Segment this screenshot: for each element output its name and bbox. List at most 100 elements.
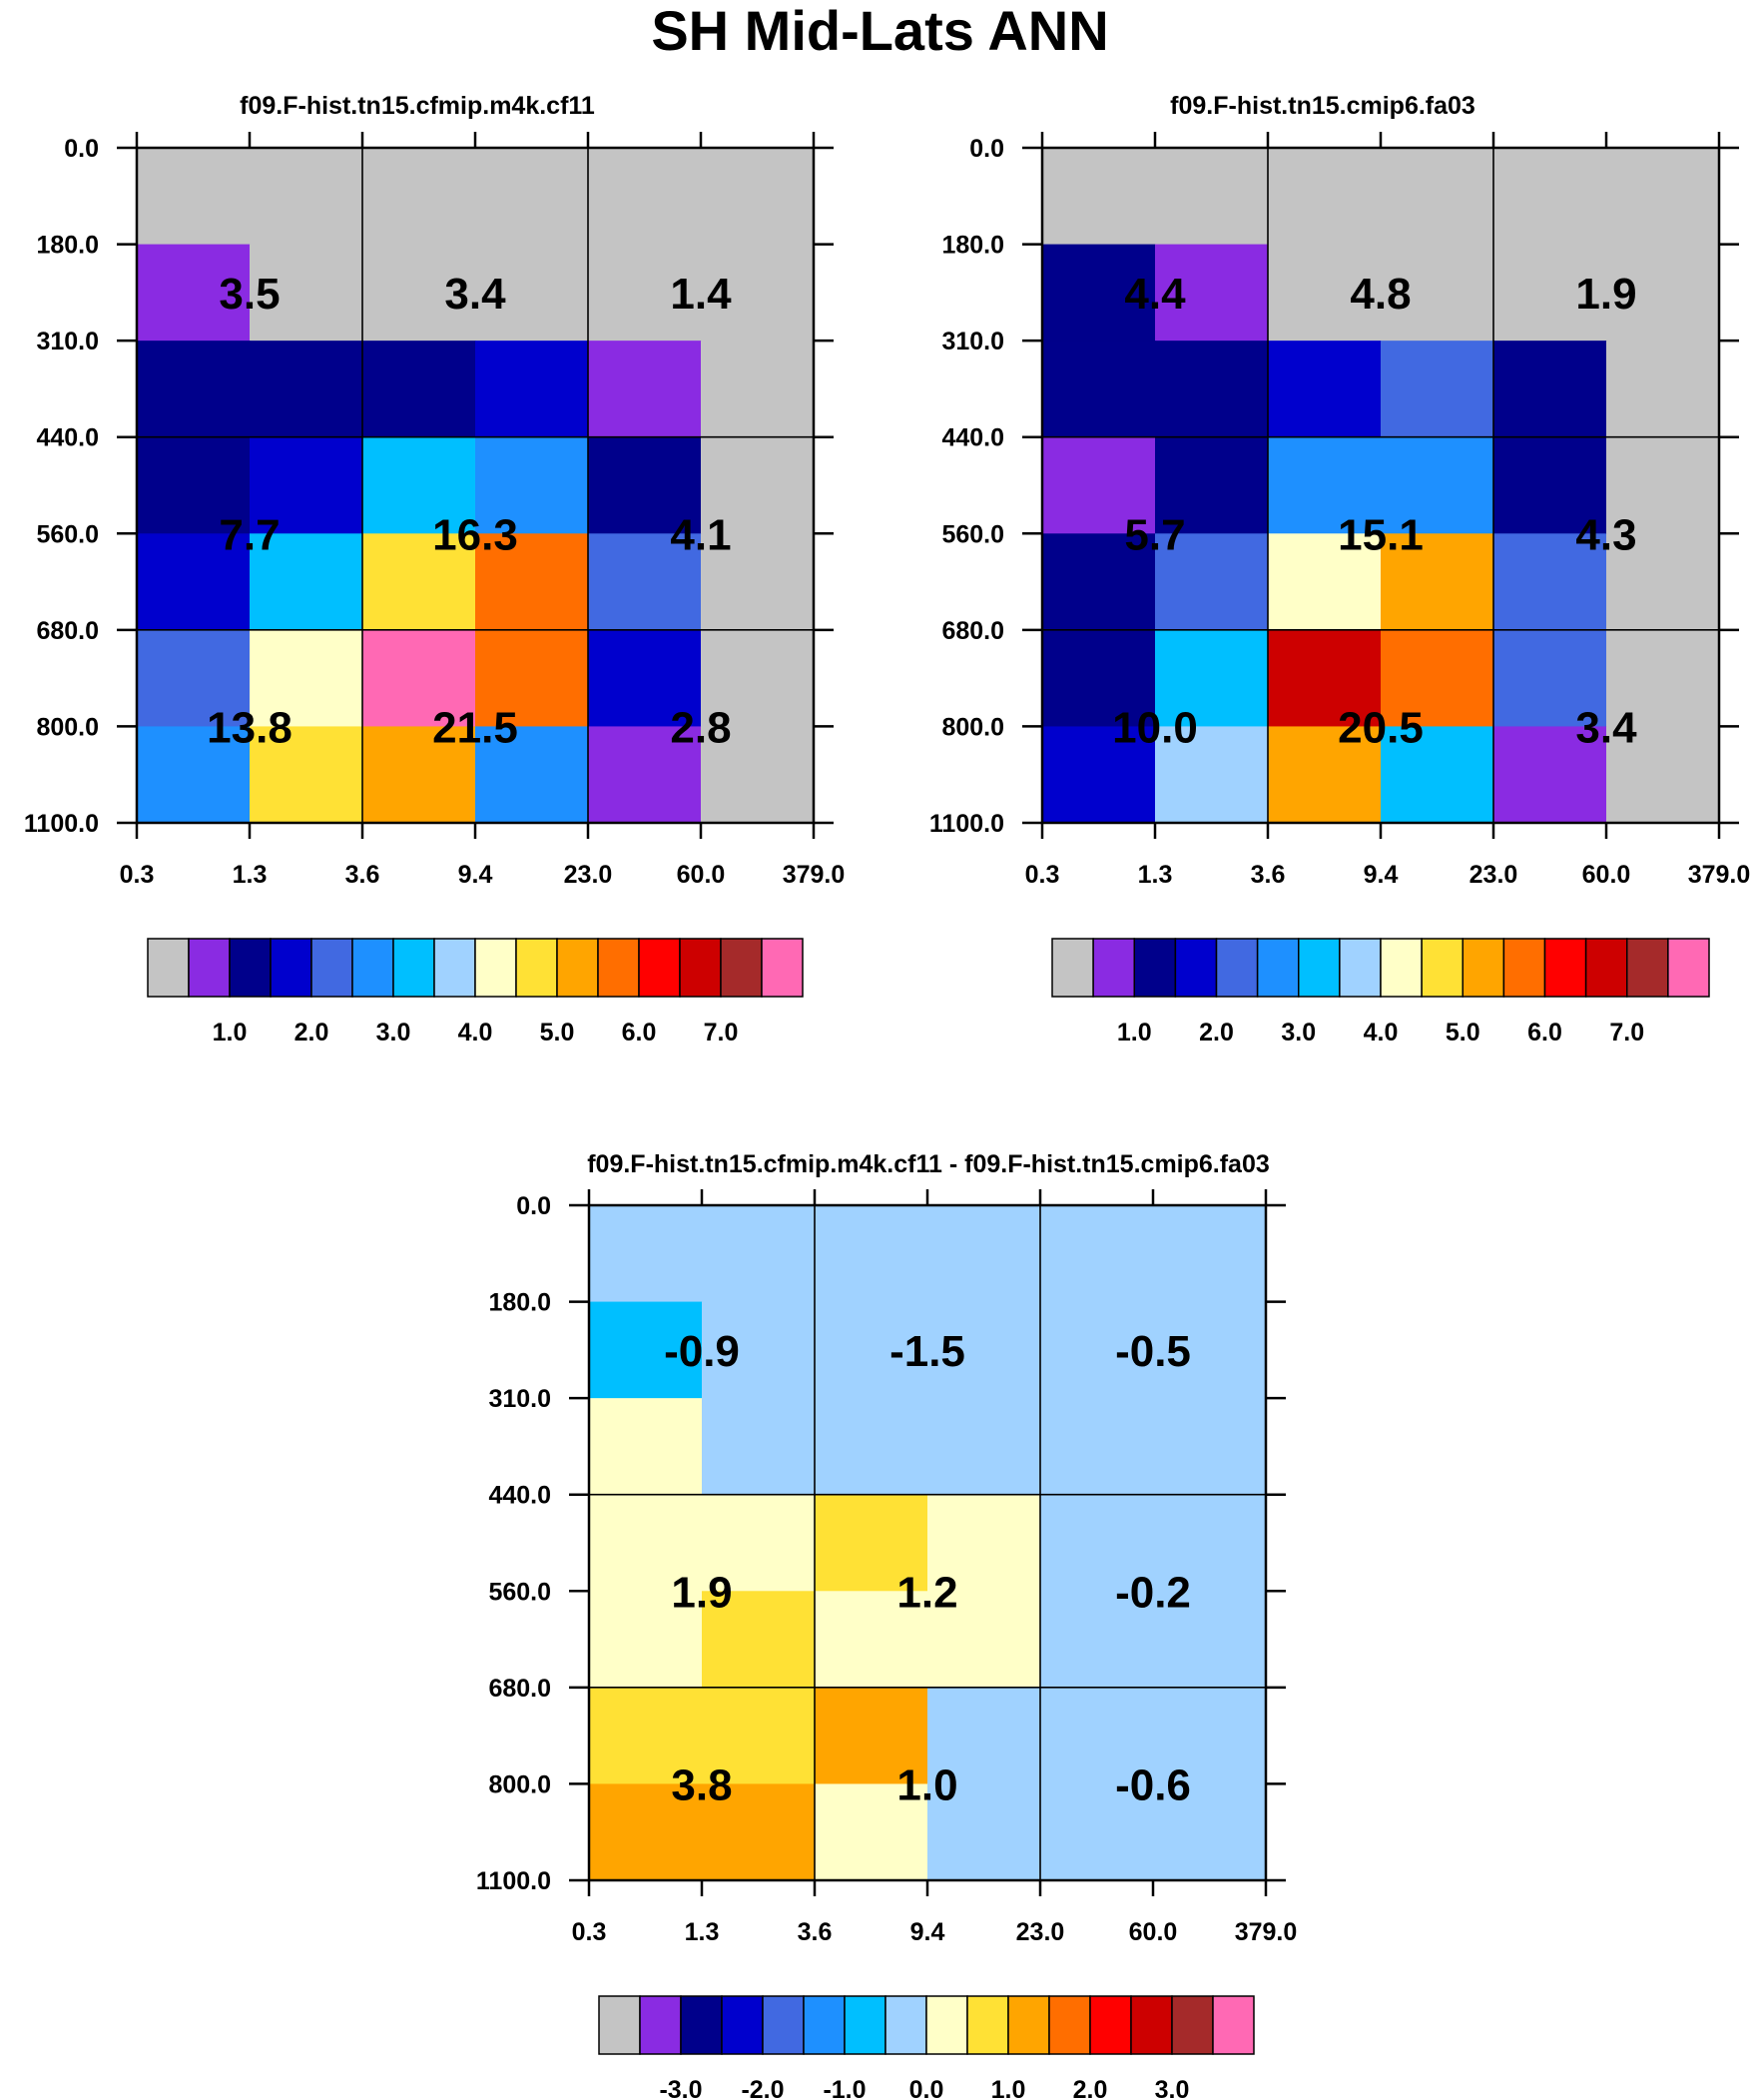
y-tick-label: 680.0: [941, 617, 1004, 645]
colorbar-swatch: [556, 938, 599, 998]
heatmap-cell: [1155, 533, 1269, 631]
x-tick-label: 1.3: [233, 861, 268, 889]
heatmap-cell: [475, 244, 589, 342]
colorbar-label: 3.0: [1281, 1019, 1316, 1047]
colorbar-swatch: [1462, 938, 1505, 998]
y-tick-label: 680.0: [488, 1675, 551, 1703]
heatmap-cell: [588, 341, 702, 438]
heatmap-cell: [137, 436, 251, 534]
heatmap-cell: [1155, 244, 1269, 342]
box-value-label: 1.0: [896, 1760, 957, 1809]
heatmap-cell: [1381, 533, 1494, 631]
y-tick-label: 800.0: [488, 1770, 551, 1798]
heatmap-cell: [588, 148, 702, 246]
colorbar-swatch: [229, 938, 272, 998]
y-tick-label: 180.0: [36, 232, 99, 260]
colorbar-swatch: [966, 1995, 1009, 2055]
heatmap-cell: [1040, 1398, 1154, 1496]
colorbar-swatch: [1089, 1995, 1132, 2055]
colorbar-swatch: [188, 938, 231, 998]
box-value-label: 7.7: [219, 510, 280, 559]
colorbar-label: -2.0: [741, 2076, 784, 2100]
colorbar-swatch: [1502, 938, 1546, 998]
heatmap-cell: [1040, 1494, 1154, 1592]
heatmap-cell: [1042, 726, 1156, 824]
heatmap-cell: [927, 1301, 1041, 1399]
heatmap-cell: [588, 436, 702, 534]
box-value-label: -0.6: [1115, 1760, 1191, 1809]
y-tick-label: 800.0: [941, 713, 1004, 741]
heatmap-cell: [1268, 341, 1382, 438]
heatmap-cell: [1040, 1301, 1154, 1399]
colorbar-swatch: [1174, 938, 1218, 998]
colorbar-label: 4.0: [1364, 1019, 1399, 1047]
heatmap-cell: [701, 533, 815, 631]
heatmap-cell: [927, 1591, 1041, 1689]
colorbar-swatch: [844, 1995, 886, 2055]
colorbar-label: -1.0: [823, 2076, 866, 2100]
heatmap-cell: [1040, 1205, 1154, 1303]
heatmap-cell: [1493, 726, 1607, 824]
panel-title: f09.F-hist.tn15.cfmip.m4k.cf11: [240, 92, 595, 120]
x-tick-label: 0.3: [1025, 861, 1060, 889]
colorbar-swatch: [1256, 938, 1300, 998]
heatmap-cell: [475, 726, 589, 824]
colorbar-swatch: [598, 1995, 641, 2055]
heatmap-cell: [1381, 726, 1494, 824]
y-tick-label: 680.0: [36, 617, 99, 645]
heatmap-cell: [1153, 1301, 1267, 1399]
x-tick-label: 379.0: [1688, 861, 1751, 889]
y-tick-label: 440.0: [36, 424, 99, 452]
heatmap-cell: [1268, 629, 1382, 728]
colorbar-swatch: [680, 1995, 723, 2055]
box-value-label: 4.8: [1350, 270, 1411, 319]
heatmap-cell: [1493, 629, 1607, 728]
heatmap-cell: [589, 1783, 703, 1881]
colorbar-swatch: [310, 938, 353, 998]
heatmap-cell: [588, 244, 702, 342]
x-tick-label: 23.0: [1469, 861, 1518, 889]
heatmap-cell: [137, 629, 251, 728]
colorbar-swatch: [597, 938, 640, 998]
x-tick-label: 1.3: [685, 1918, 720, 1946]
heatmap-cell: [1268, 244, 1382, 342]
colorbar-label: 2.0: [1199, 1019, 1234, 1047]
heatmap-cell: [589, 1494, 703, 1592]
heatmap-cell: [815, 1687, 928, 1785]
heatmap-cell: [927, 1205, 1041, 1303]
colorbar-label: 3.0: [1155, 2076, 1190, 2100]
heatmap-cell: [137, 341, 251, 438]
heatmap-cell: [589, 1301, 703, 1399]
panel-title: f09.F-hist.tn15.cmip6.fa03: [1170, 92, 1475, 120]
heatmap-cell: [1493, 341, 1607, 438]
heatmap-cmip6-fa03: 0.3 1.3 3.6 9.4 23.0 60.0 379.0 0.0 180.0 310.0 44…: [929, 132, 1751, 1047]
heatmap-cell: [1606, 726, 1720, 824]
heatmap-cell: [1040, 1591, 1154, 1689]
x-tick-label: 23.0: [564, 861, 613, 889]
heatmap-cell: [1040, 1687, 1154, 1785]
y-tick-label: 1100.0: [476, 1867, 551, 1895]
colorbar-label: 5.0: [1446, 1019, 1480, 1047]
colorbar-label: 1.0: [991, 2076, 1026, 2100]
heatmap-cell: [362, 726, 476, 824]
y-tick-label: 560.0: [941, 520, 1004, 548]
heatmap-cell: [588, 533, 702, 631]
colorbar-swatch: [1007, 1995, 1050, 2055]
heatmap-cell: [250, 726, 363, 824]
heatmap-cell: [1153, 1494, 1267, 1592]
y-tick-label: 560.0: [488, 1578, 551, 1606]
heatmap-cell: [137, 244, 251, 342]
heatmap-cell: [702, 1398, 816, 1496]
heatmap-cell: [701, 629, 815, 728]
colorbar-label: 2.0: [294, 1019, 329, 1047]
box-value-label: 2.8: [670, 703, 731, 752]
heatmap-cell: [1606, 148, 1720, 246]
heatmap-cell: [1606, 629, 1720, 728]
heatmap-cell: [1381, 148, 1494, 246]
box-value-label: 10.0: [1112, 703, 1198, 752]
colorbar-label: 0.0: [909, 2076, 944, 2100]
heatmap-cell: [475, 148, 589, 246]
heatmap-cell: [1153, 1205, 1267, 1303]
heatmap-cell: [815, 1591, 928, 1689]
box-value-label: 3.4: [1575, 703, 1637, 752]
